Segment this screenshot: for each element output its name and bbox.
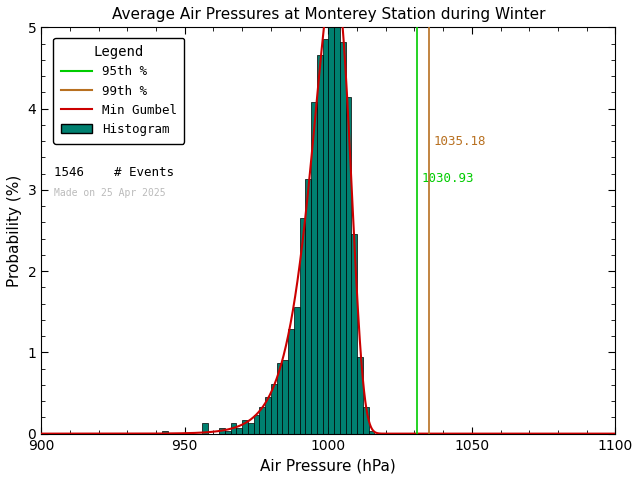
Min Gumbel [37, 431, 45, 436]
Bar [328, 0, 334, 433]
Text: 1546    # Events: 1546 # Events [54, 166, 174, 179]
Y-axis label: Probability (%): Probability (%) [7, 174, 22, 287]
Bar [271, 384, 276, 433]
Bar [300, 218, 305, 433]
Bar [317, 55, 323, 433]
Bar [265, 397, 271, 433]
Bar [305, 179, 311, 433]
Bar [323, 39, 328, 433]
Bar [346, 97, 351, 433]
Min Gumbel [454, 431, 461, 436]
Min Gumbel [317, 59, 324, 65]
Bar [253, 415, 259, 433]
Min Gumbel [67, 431, 74, 436]
Min Gumbel [595, 431, 603, 436]
Bar [162, 431, 168, 433]
Bar [288, 328, 294, 433]
Min Gumbel [612, 431, 620, 436]
Bar [334, 0, 340, 433]
Line: Min Gumbel: Min Gumbel [41, 0, 616, 433]
Min Gumbel [595, 431, 603, 436]
Title: Average Air Pressures at Monterey Station during Winter: Average Air Pressures at Monterey Statio… [111, 7, 545, 22]
Bar [351, 234, 357, 433]
Min Gumbel [301, 216, 309, 221]
Bar [220, 428, 225, 433]
Legend: 95th %, 99th %, Min Gumbel, Histogram: 95th %, 99th %, Min Gumbel, Histogram [53, 37, 184, 144]
Bar [236, 428, 242, 433]
Bar [282, 360, 288, 433]
Text: 1030.93: 1030.93 [421, 172, 474, 185]
Bar [231, 423, 236, 433]
Bar [202, 423, 208, 433]
X-axis label: Air Pressure (hPa): Air Pressure (hPa) [260, 458, 396, 473]
99th % [426, 349, 433, 355]
Bar [276, 363, 282, 433]
Bar [242, 420, 248, 433]
99th % [426, 431, 433, 436]
Bar [311, 102, 317, 433]
Text: 1035.18: 1035.18 [434, 135, 486, 148]
Bar [248, 423, 253, 433]
Min Gumbel [490, 431, 498, 436]
Bar [225, 431, 231, 433]
95th % [413, 349, 421, 355]
Bar [259, 408, 265, 433]
Text: Made on 25 Apr 2025: Made on 25 Apr 2025 [54, 188, 166, 198]
Bar [369, 431, 374, 433]
Bar [357, 358, 363, 433]
Bar [340, 42, 346, 433]
Bar [294, 308, 300, 433]
95th % [413, 431, 421, 436]
Bar [363, 408, 369, 433]
